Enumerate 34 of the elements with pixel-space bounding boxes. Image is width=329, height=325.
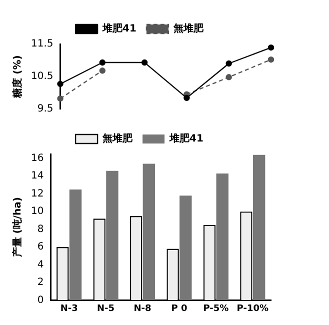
point (57, 80, 64, 88)
legend-label: 無堆肥 (172, 22, 204, 35)
x-tick-label: N-8 (134, 304, 152, 314)
point (226, 74, 232, 80)
y-tick-label: 4 (37, 259, 44, 270)
legend-label: 無堆肥 (102, 132, 134, 145)
point (268, 56, 274, 63)
x-tick-label: P-5% (203, 304, 229, 314)
point (99, 68, 106, 74)
y-tick-label: 9.5 (37, 104, 54, 115)
y-tick-label: 2 (37, 277, 44, 288)
y-axis-title: 糖度 (%) (12, 55, 24, 99)
legend-label: 堆肥41 (168, 132, 204, 145)
x-tick-label: P-10% (236, 304, 269, 314)
y-tick-label: 10.5 (31, 71, 54, 82)
point (184, 94, 190, 102)
y-tick-label: 11.5 (31, 38, 54, 50)
y-tick-label: 0 (37, 294, 44, 306)
y-tick-label: 10 (30, 206, 44, 218)
point (226, 60, 232, 67)
point (141, 59, 148, 66)
y-axis-title: 产量 (吨/ha) (12, 197, 24, 258)
x-tick-label: N-5 (97, 304, 115, 314)
x-tick-label: N-3 (60, 304, 78, 314)
point (268, 44, 274, 51)
point (99, 59, 106, 66)
y-tick-label: 14 (30, 170, 44, 182)
y-tick-label: 16 (30, 153, 44, 164)
y-tick-label: 6 (37, 242, 44, 253)
y-tick-label: 8 (37, 224, 44, 235)
x-tick-label: P 0 (171, 304, 188, 314)
legend-label: 堆肥41 (102, 22, 136, 35)
point (57, 96, 64, 102)
y-tick-label: 12 (30, 188, 44, 200)
